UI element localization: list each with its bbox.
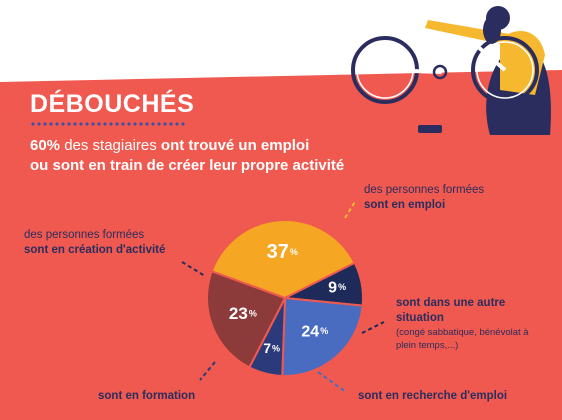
- section-title: DÉBOUCHÉS: [30, 90, 195, 118]
- pie-slice: [281, 296, 364, 377]
- pie-slice-value-label: 9%: [328, 279, 346, 296]
- label-creation: des personnes formées sont en création d…: [24, 228, 204, 258]
- headline-mid: des stagiaires: [60, 137, 161, 154]
- leader-formation: [199, 361, 216, 381]
- label-formation-bold: sont en formation: [98, 390, 196, 402]
- label-creation-bold: sont en création d'activité: [24, 244, 166, 256]
- pie-slice: [206, 270, 287, 369]
- label-emploi-bold: sont en emploi: [364, 199, 446, 211]
- label-formation: sont en formation: [98, 389, 238, 404]
- leader-recherche: [317, 371, 347, 393]
- label-recherche-bold: sont en recherche d'emploi: [358, 390, 508, 402]
- headline-line2: ou sont en train de créer leur propre ac…: [30, 157, 345, 174]
- label-emploi: des personnes formées sont en emploi: [364, 183, 554, 213]
- label-autre-small: (congé sabbatique, bénévolat à plein tem…: [396, 327, 529, 351]
- leader-emploi: [344, 199, 357, 219]
- pie-slice: [210, 219, 356, 300]
- pie-slice-value-label: 23%: [229, 304, 257, 323]
- label-autre-bold: sont dans une autre situation: [396, 297, 506, 324]
- pie-slice-value-label: 24%: [301, 323, 328, 340]
- pie-chart: 37%9%24%7%23%: [206, 219, 364, 377]
- label-emploi-light: des personnes formées: [364, 184, 485, 196]
- label-autre: sont dans une autre situation (congé sab…: [396, 296, 546, 352]
- leader-autre: [361, 321, 385, 334]
- title-dotted-underline: [30, 122, 186, 126]
- label-creation-light: des personnes formées: [24, 229, 145, 241]
- pie-slice-value-label: 7%: [263, 340, 280, 356]
- label-recherche: sont en recherche d'emploi: [358, 389, 538, 404]
- headline: 60% des stagiaires ont trouvé un emploi …: [30, 136, 370, 176]
- leader-creation: [181, 261, 206, 277]
- cyclist-repairing-bicycle-icon: [351, 6, 551, 135]
- headline-percentage: 60%: [30, 137, 61, 154]
- headline-rest: ont trouvé un emploi: [160, 137, 310, 154]
